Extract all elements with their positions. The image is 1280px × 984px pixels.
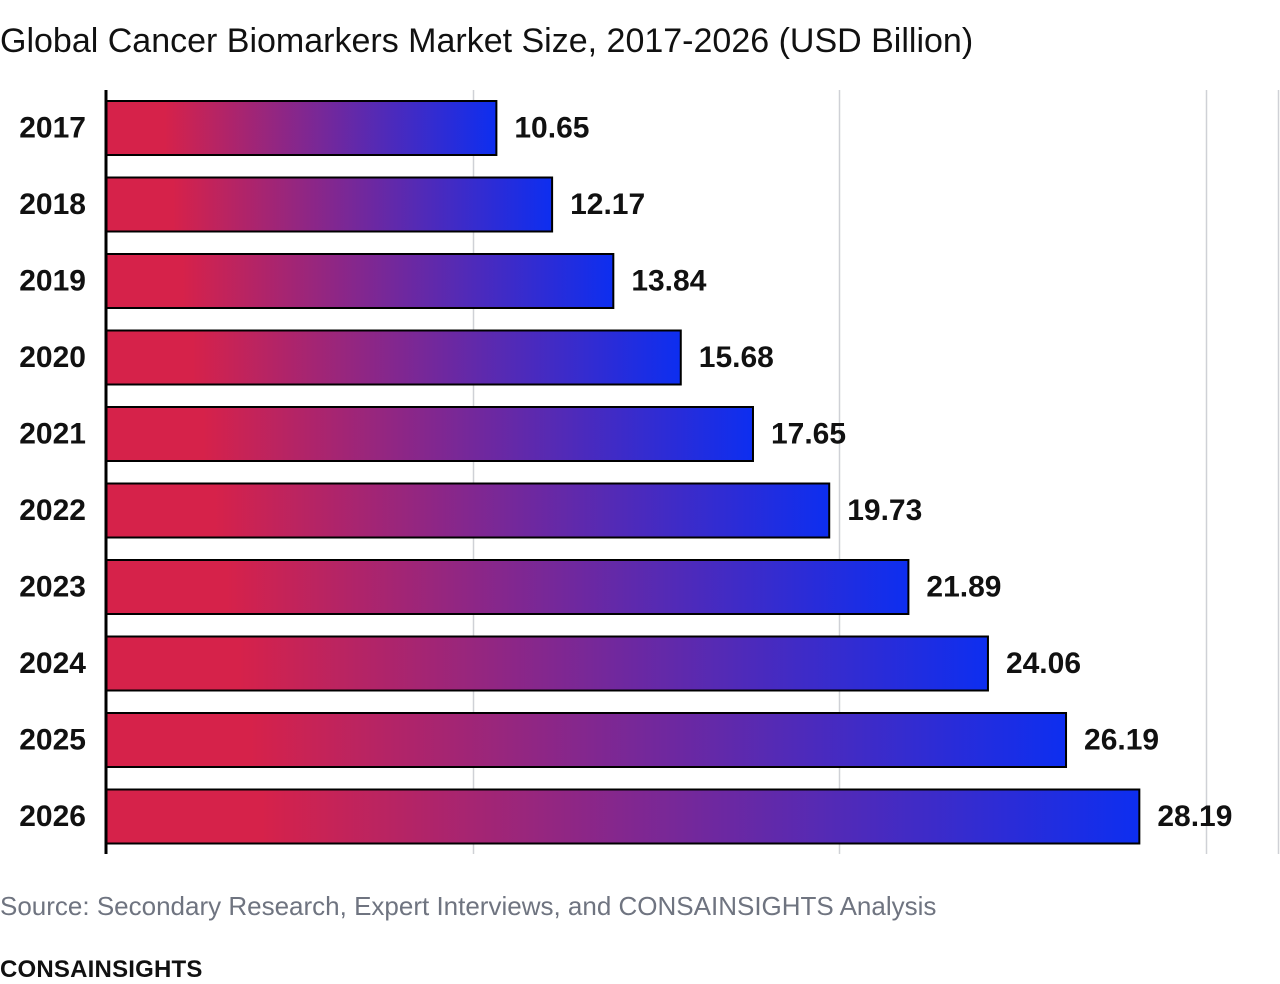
bar-2019 bbox=[105, 253, 615, 309]
bar-2024 bbox=[105, 635, 989, 692]
tick-label-2022: 2022 bbox=[19, 494, 86, 527]
tick-label-2017: 2017 bbox=[19, 112, 86, 145]
brand-logo: CONSAINSIGHTS bbox=[0, 956, 203, 983]
data-label-2018: 12.17 bbox=[570, 188, 645, 221]
bar-2021 bbox=[105, 406, 754, 462]
chart-title: Global Cancer Biomarkers Market Size, 20… bbox=[0, 22, 974, 60]
tick-label-2021: 2021 bbox=[19, 418, 86, 451]
y-axis: 2017 2018 2019 2020 2021 2022 2023 2024 2025 2026 bbox=[19, 90, 108, 854]
bar-2022 bbox=[105, 482, 831, 539]
tick-label-2023: 2023 bbox=[19, 571, 86, 604]
bar-2026 bbox=[105, 788, 1141, 845]
bar-chart: 10.65 12.17 13.84 15.68 17.65 19.73 21.89 24.06… bbox=[19, 90, 1280, 854]
data-label-2023: 21.89 bbox=[926, 571, 1001, 604]
bar-2017 bbox=[105, 100, 498, 156]
data-label-2019: 13.84 bbox=[631, 265, 706, 298]
tick-label-2024: 2024 bbox=[19, 647, 86, 680]
data-label-2026: 28.19 bbox=[1157, 800, 1232, 833]
tick-label-2025: 2025 bbox=[19, 724, 86, 757]
data-label-2020: 15.68 bbox=[699, 341, 774, 374]
data-label-2025: 26.19 bbox=[1084, 724, 1159, 757]
bar-2025 bbox=[105, 712, 1068, 768]
bars: 10.65 12.17 13.84 15.68 17.65 19.73 21.89 24.06… bbox=[105, 100, 1232, 845]
data-label-2017: 10.65 bbox=[514, 112, 589, 145]
tick-label-2026: 2026 bbox=[19, 800, 86, 833]
tick-label-2020: 2020 bbox=[19, 341, 86, 374]
bar-2023 bbox=[105, 559, 910, 615]
source-note: Source: Secondary Research, Expert Inter… bbox=[0, 891, 937, 921]
tick-label-2019: 2019 bbox=[19, 265, 86, 298]
tick-label-2018: 2018 bbox=[19, 188, 86, 221]
data-label-2022: 19.73 bbox=[847, 494, 922, 527]
data-label-2024: 24.06 bbox=[1006, 647, 1081, 680]
data-label-2021: 17.65 bbox=[771, 418, 846, 451]
bar-2018 bbox=[105, 176, 554, 233]
bar-2020 bbox=[105, 329, 682, 386]
